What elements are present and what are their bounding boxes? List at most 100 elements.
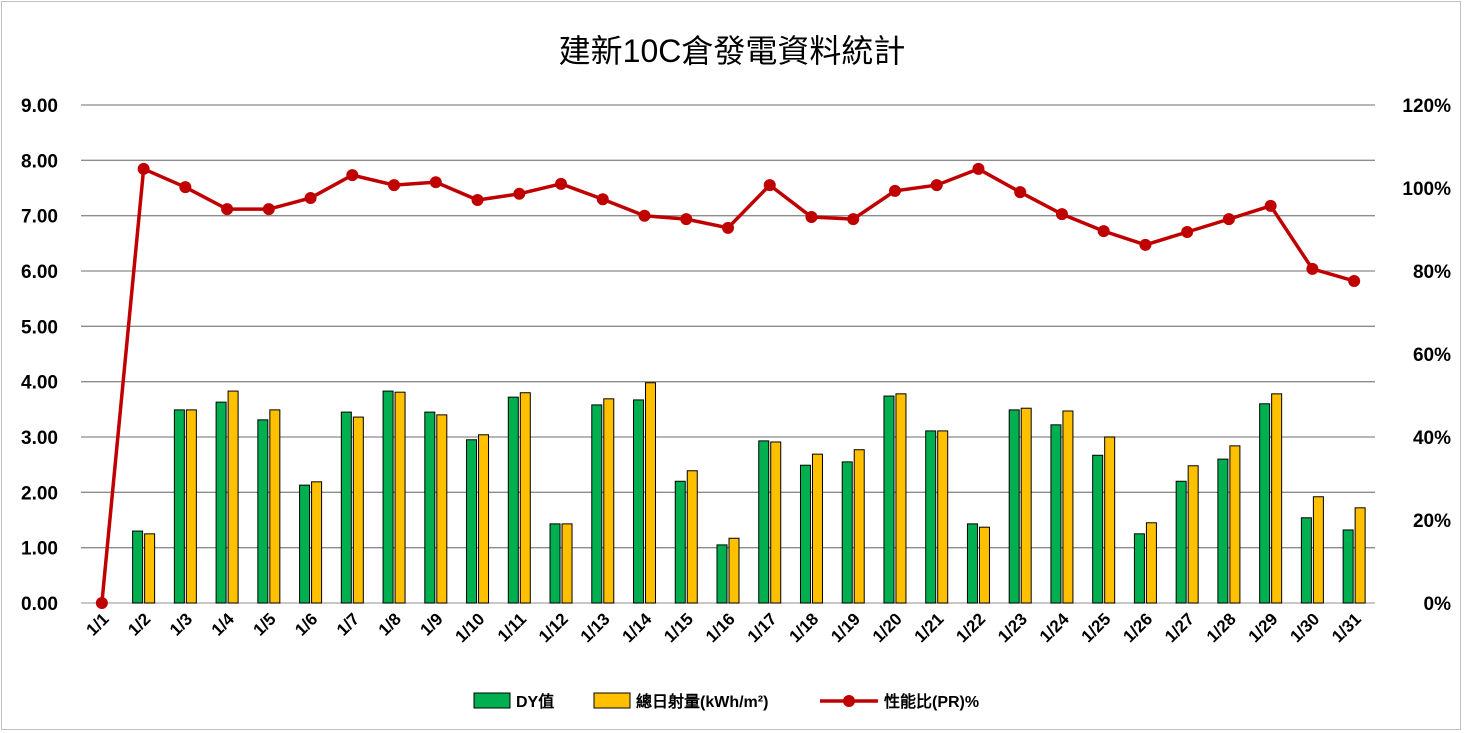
x-tick-label: 1/6 [291, 609, 321, 639]
bar-dy [1008, 409, 1020, 604]
bar-dy [299, 484, 311, 604]
bar-irradiance [1187, 465, 1199, 604]
legend-pr-marker [843, 695, 855, 707]
y-left-tick-label: 1.00 [21, 539, 58, 560]
bar-dy [925, 430, 937, 604]
pr-point [1264, 199, 1277, 212]
pr-point [1222, 213, 1235, 226]
y-left-tick-label: 3.00 [21, 428, 58, 449]
pr-point [304, 191, 317, 204]
y-right-tick-label: 80% [1413, 262, 1451, 283]
pr-point [179, 181, 192, 194]
pr-point [555, 177, 568, 190]
pr-point [137, 162, 150, 175]
pr-point [221, 203, 234, 216]
legend-pr-label: 性能比(PR)% [884, 692, 979, 711]
y-left-tick-label: 2.00 [21, 483, 58, 504]
pr-point [722, 221, 734, 234]
bar-dy [1217, 458, 1229, 604]
bar-dy [1133, 533, 1145, 604]
pr-point [638, 209, 651, 222]
pr-point [763, 179, 776, 192]
x-tick-label: 1/25 [1078, 609, 1115, 646]
x-tick-label: 1/19 [827, 609, 864, 646]
pr-point [930, 179, 943, 192]
y-left-tick-label: 8.00 [21, 151, 58, 172]
y-right-tick-label: 120% [1402, 96, 1451, 117]
bar-irradiance [519, 392, 531, 604]
y-left-tick-label: 4.00 [21, 373, 58, 394]
y-left-tick-label: 0.00 [21, 594, 58, 615]
bar-irradiance [227, 390, 239, 604]
bar-irradiance [1271, 393, 1283, 604]
bar-irradiance [1020, 407, 1032, 604]
bar-dy [340, 411, 352, 604]
bar-dy [1175, 480, 1187, 604]
y-right-tick-label: 20% [1413, 511, 1451, 532]
pr-point [888, 184, 901, 197]
pr-point [1014, 186, 1027, 199]
x-tick-label: 1/10 [452, 609, 489, 646]
x-tick-label: 1/12 [535, 609, 572, 646]
y-left-tick-label: 5.00 [21, 317, 58, 338]
x-tick-label: 1/8 [375, 609, 405, 639]
x-tick-label: 1/22 [952, 609, 989, 646]
bar-irradiance [1312, 496, 1324, 604]
pr-point [805, 211, 818, 224]
bar-dy [1300, 517, 1312, 604]
x-tick-label: 1/14 [619, 609, 656, 646]
bar-dy [591, 404, 603, 604]
bar-dy [382, 390, 394, 604]
y-right-tick-label: 40% [1413, 428, 1451, 449]
x-tick-label: 1/3 [166, 609, 196, 639]
pr-point [1306, 262, 1319, 275]
bar-irradiance [185, 409, 197, 604]
bar-irradiance [811, 453, 823, 604]
bar-irradiance [561, 523, 573, 604]
x-tick-label: 1/5 [250, 609, 280, 639]
bar-dy [1342, 529, 1354, 604]
bar-dy [1259, 403, 1271, 604]
bar-dy [716, 544, 728, 604]
bar-irradiance [686, 470, 698, 604]
bar-irradiance [1229, 445, 1241, 604]
x-tick-label: 1/2 [124, 609, 154, 639]
bar-dy [466, 439, 478, 604]
bar-irradiance [144, 533, 156, 604]
x-tick-label: 1/27 [1161, 609, 1198, 646]
pr-point [262, 203, 275, 216]
pr-point [596, 193, 609, 206]
pr-point [680, 213, 693, 226]
bar-irradiance [269, 409, 281, 604]
x-tick-label: 1/9 [416, 609, 446, 639]
x-tick-label: 1/24 [1036, 609, 1073, 646]
pr-point [847, 213, 860, 226]
bar-irradiance [937, 430, 949, 604]
bar-dy [841, 461, 853, 604]
bar-irradiance [645, 382, 657, 604]
pr-point [388, 179, 401, 192]
y-left-tick-label: 6.00 [21, 262, 58, 283]
bar-irradiance [728, 537, 740, 604]
x-tick-label: 1/29 [1245, 609, 1282, 646]
bar-irradiance [352, 416, 364, 604]
bar-irradiance [978, 526, 990, 604]
x-tick-label: 1/28 [1203, 609, 1240, 646]
bar-dy [758, 440, 770, 604]
bar-dy [799, 464, 811, 604]
bar-irradiance [1354, 507, 1366, 604]
bar-irradiance [853, 449, 865, 604]
bar-dy [1050, 424, 1062, 604]
bar-dy [883, 395, 895, 604]
pr-point [429, 176, 442, 189]
x-tick-label: 1/1 [83, 609, 113, 639]
pr-point [471, 194, 484, 207]
pr-point [95, 597, 108, 609]
x-tick-label: 1/31 [1328, 609, 1365, 646]
bar-irradiance [1104, 436, 1116, 604]
pr-point [1097, 225, 1110, 238]
y-right-tick-label: 0% [1424, 594, 1452, 615]
pr-point [1139, 238, 1152, 251]
